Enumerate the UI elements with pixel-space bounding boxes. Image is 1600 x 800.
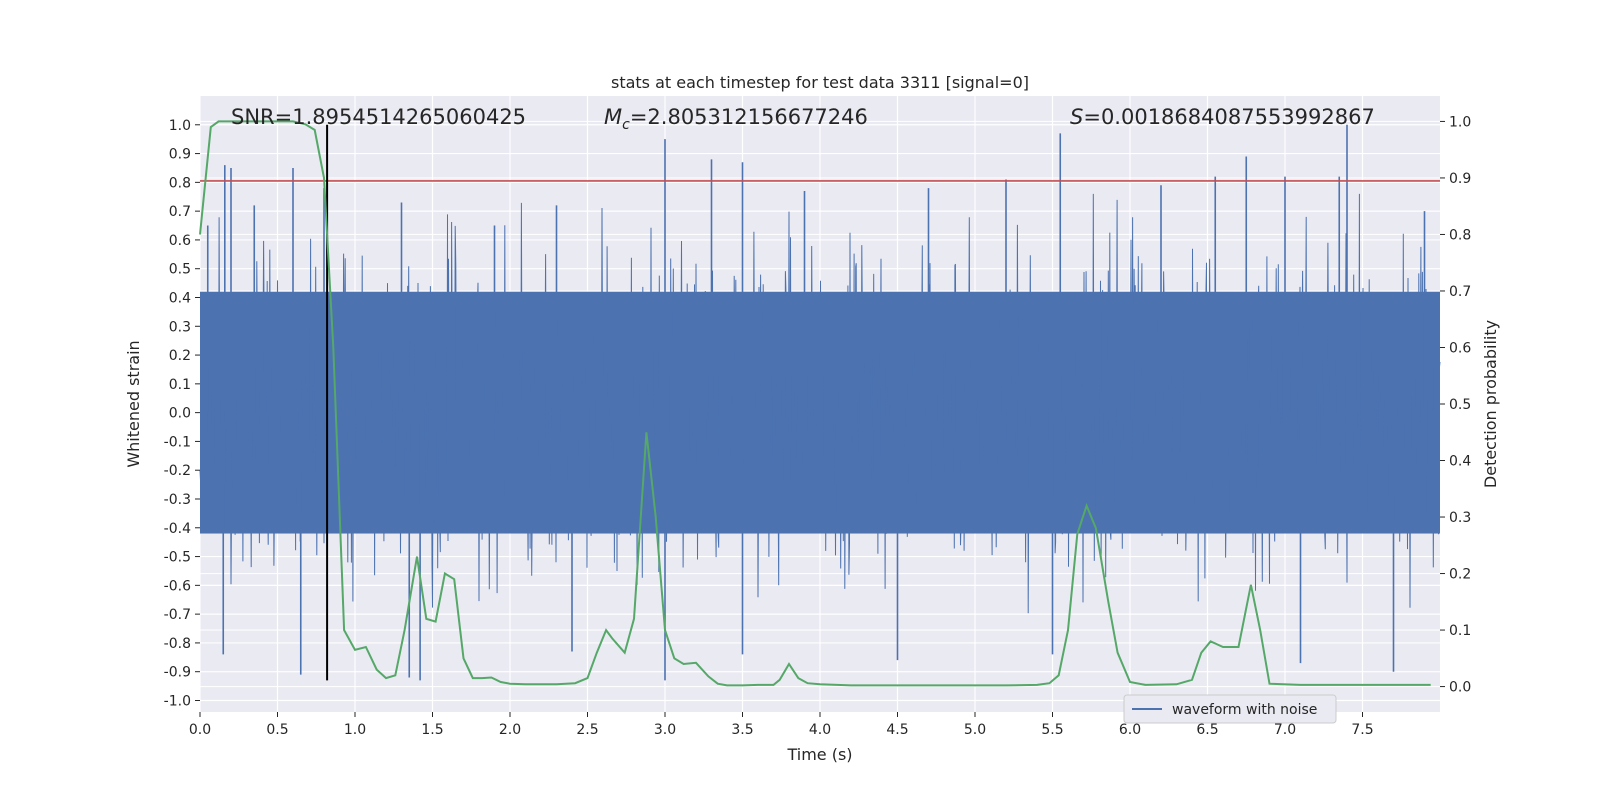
x-tick-label: 7.5 [1351, 722, 1373, 738]
y-tick-label: 0.3 [169, 319, 191, 335]
mc-subscript: c [622, 117, 630, 133]
x-tick-label: 0.5 [266, 722, 288, 738]
x-tick-label: 2.0 [499, 722, 521, 738]
y2-tick-label: 0.9 [1449, 171, 1471, 187]
y2-tick-label: 0.0 [1449, 680, 1471, 696]
y-tick-label: 0.2 [169, 348, 191, 364]
y2-tick-label: 0.7 [1449, 284, 1471, 300]
y-tick-label: -0.3 [164, 492, 191, 508]
x-tick-label: 4.5 [886, 722, 908, 738]
x-tick-label: 6.0 [1119, 722, 1141, 738]
y-tick-label: -0.9 [164, 665, 191, 681]
y2-tick-label: 0.4 [1449, 454, 1471, 470]
y2-tick-label: 0.5 [1449, 397, 1471, 413]
y2-tick-label: 0.8 [1449, 227, 1471, 243]
mc-symbol: M [604, 105, 622, 129]
x-tick-label: 3.5 [731, 722, 753, 738]
y-tick-label: 1.0 [169, 118, 191, 134]
y-tick-label: -0.1 [164, 434, 191, 450]
snr-annotation: SNR=1.8954514265060425 [231, 105, 526, 129]
y2-tick-label: 1.0 [1449, 114, 1471, 130]
chirp-mass-annotation: Mc=2.805312156677246 [604, 105, 868, 133]
s-symbol: S [1070, 105, 1083, 129]
x-tick-label: 1.0 [344, 722, 366, 738]
y-tick-label: 0.9 [169, 147, 191, 163]
legend-label: waveform with noise [1172, 702, 1317, 718]
x-tick-label: 7.0 [1274, 722, 1296, 738]
legend: waveform with noise [1123, 694, 1337, 724]
y2-axis-label: Detection probability [1481, 320, 1500, 488]
waveform-trace [199, 193, 1441, 614]
y2-tick-label: 0.6 [1449, 340, 1471, 356]
noise-band [199, 124, 1441, 681]
x-tick-label: 6.5 [1196, 722, 1218, 738]
x-tick-label: 2.5 [576, 722, 598, 738]
y-tick-label: 0.6 [169, 233, 191, 249]
marks [199, 120, 1440, 687]
detection-probability-line [199, 120, 1431, 687]
x-axis-label: Time (s) [786, 745, 852, 764]
x-tick-label: 5.5 [1041, 722, 1063, 738]
y-tick-label: 0.5 [169, 262, 191, 278]
axes: 0.0 0.5 1.0 1.5 2.0 2.5 3.0 3.5 4.0 4.5 5.0 5.5 6.0 6… [164, 114, 1472, 738]
y2-tick-label: 0.1 [1449, 623, 1471, 639]
chart-title: stats at each timestep for test data 331… [611, 73, 1029, 92]
legend-box [1123, 694, 1337, 724]
y-tick-label: -0.8 [164, 636, 191, 652]
s-value: =0.0018684087553992867 [1083, 105, 1375, 129]
y2-tick-label: 0.3 [1449, 510, 1471, 526]
y-axis-label: Whitened strain [124, 340, 143, 467]
mc-value: =2.805312156677246 [630, 105, 868, 129]
y-tick-label: -0.7 [164, 607, 191, 623]
y-tick-label: -0.4 [164, 521, 191, 537]
y-tick-label: -0.6 [164, 578, 191, 594]
y2-tick-label: 0.2 [1449, 567, 1471, 583]
y-tick-label: 0.7 [169, 204, 191, 220]
y-tick-label: 0.8 [169, 175, 191, 191]
y-tick-label: 0.0 [169, 406, 191, 422]
y-tick-label: 0.1 [169, 377, 191, 393]
x-tick-label: 3.0 [654, 722, 676, 738]
x-tick-label: 4.0 [809, 722, 831, 738]
x-tick-label: 1.5 [421, 722, 443, 738]
x-tick-label: 0.0 [189, 722, 211, 738]
y-tick-label: -0.5 [164, 550, 191, 566]
x-tick-label: 5.0 [964, 722, 986, 738]
y-tick-label: 0.4 [169, 290, 191, 306]
y-tick-label: -1.0 [164, 693, 191, 709]
y-tick-label: -0.2 [164, 463, 191, 479]
s-annotation: S=0.0018684087553992867 [1070, 105, 1375, 129]
